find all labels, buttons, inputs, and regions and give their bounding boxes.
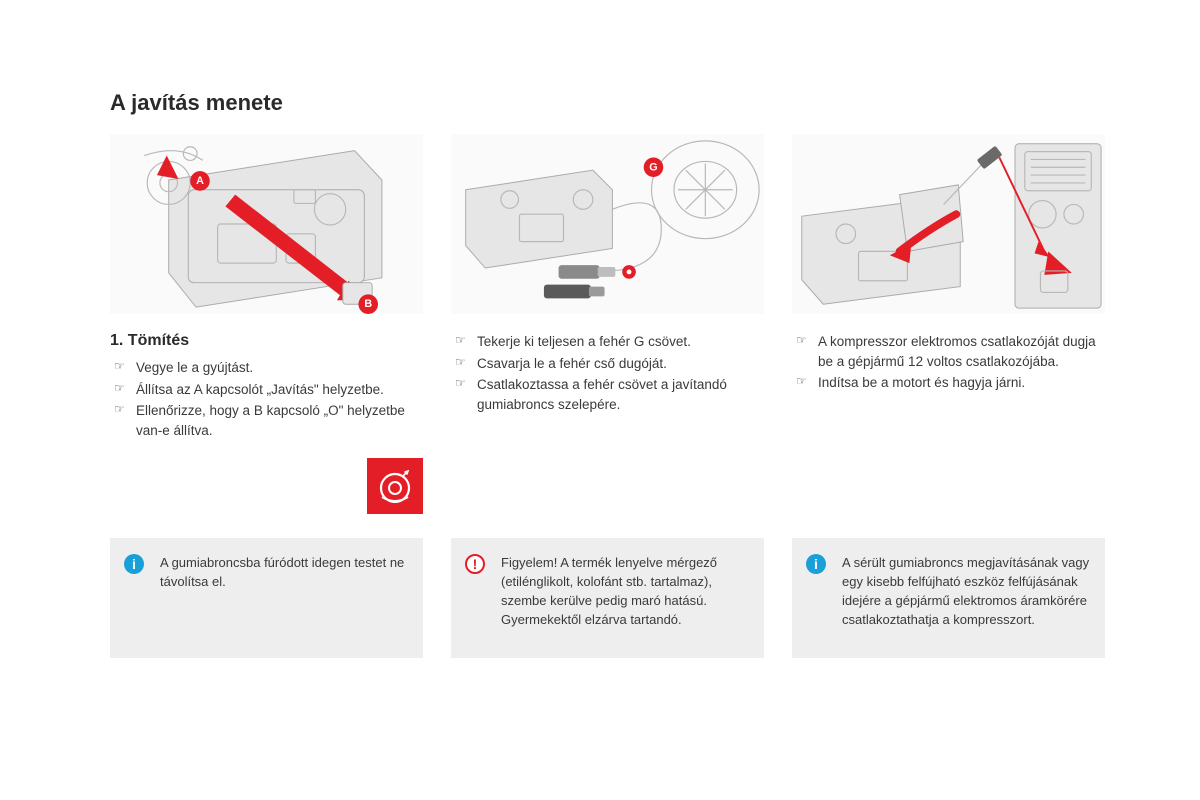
info-icon-glyph: i	[132, 554, 136, 574]
note-text: A sérült gumiabroncs megjavításának vagy…	[842, 555, 1089, 627]
list-item: A kompresszor elektromos csatlakozóját d…	[792, 332, 1105, 371]
page-title: A javítás menete	[110, 90, 1105, 116]
section-heading-1: 1. Tömítés	[110, 332, 423, 350]
instruction-list-2: Tekerje ki teljesen a fehér G csövet. Cs…	[451, 332, 764, 416]
figure-step-2: G	[451, 134, 764, 314]
instruction-list-3: A kompresszor elektromos csatlakozóját d…	[792, 332, 1105, 395]
column-1: A B 1. Tömítés Vegye le a gyújtást. Állí…	[110, 134, 423, 658]
figure-step-3	[792, 134, 1105, 314]
marker-a-label: A	[196, 175, 204, 187]
list-item: Csavarja le a fehér cső dugóját.	[451, 354, 764, 374]
list-item: Csatlakoztassa a fehér csövet a javítand…	[451, 375, 764, 414]
list-item: Állítsa az A kapcsolót „Javítás" helyzet…	[110, 380, 423, 400]
note-text: A gumiabroncsba fúródott idegen testet n…	[160, 555, 404, 589]
warning-icon-glyph: !	[473, 557, 478, 571]
marker-b-label: B	[364, 298, 372, 310]
marker-g-label: G	[649, 161, 657, 173]
column-3: A kompresszor elektromos csatlakozóját d…	[792, 134, 1105, 658]
note-text: Figyelem! A termék lenyelve mérgező (eti…	[501, 555, 717, 627]
info-note-3: i A sérült gumiabroncs megjavításának va…	[792, 538, 1105, 658]
list-item: Tekerje ki teljesen a fehér G csövet.	[451, 332, 764, 352]
list-item: Indítsa be a motort és hagyja járni.	[792, 373, 1105, 393]
info-icon: i	[806, 554, 826, 574]
info-icon-glyph: i	[814, 554, 818, 574]
info-icon: i	[124, 554, 144, 574]
column-layout: A B 1. Tömítés Vegye le a gyújtást. Állí…	[110, 134, 1105, 658]
warning-note: ! Figyelem! A termék lenyelve mérgező (e…	[451, 538, 764, 658]
tire-icon-badge	[367, 458, 423, 514]
figure-step-1: A B	[110, 134, 423, 314]
column-2: G Tekerje ki teljesen a fehér G csövet. …	[451, 134, 764, 658]
info-note-1: i A gumiabroncsba fúródott idegen testet…	[110, 538, 423, 658]
list-item: Vegye le a gyújtást.	[110, 358, 423, 378]
list-item: Ellenőrizze, hogy a B kapcsoló „O" helyz…	[110, 401, 423, 440]
warning-icon: !	[465, 554, 485, 574]
instruction-list-1: Vegye le a gyújtást. Állítsa az A kapcso…	[110, 358, 423, 442]
